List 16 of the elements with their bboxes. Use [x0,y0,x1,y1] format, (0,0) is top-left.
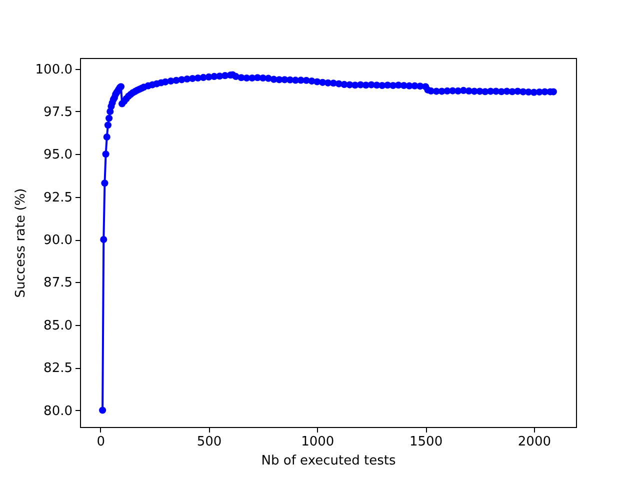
y-tick-label: 85.0 [44,318,72,334]
y-tick-label: 82.5 [44,361,72,376]
x-tick-label: 1000 [301,434,334,450]
x-tick-label: 0 [96,434,106,450]
y-tick-label: 100.0 [35,62,72,78]
y-tick-label: 80.0 [44,404,72,419]
y-tick-label: 87.5 [44,276,72,291]
y-tick-label: 97.5 [44,104,72,120]
x-tick-label: 2000 [518,434,551,450]
y-axis-title: Success rate (%) [13,188,28,298]
x-axis-title: Nb of executed tests [261,454,396,468]
y-tick-label: 92.5 [44,190,72,206]
x-tick-label: 500 [196,434,222,450]
y-tick-label: 90.0 [44,233,72,248]
x-tick-label: 1500 [410,434,443,450]
y-tick-label: 95.0 [44,148,72,163]
